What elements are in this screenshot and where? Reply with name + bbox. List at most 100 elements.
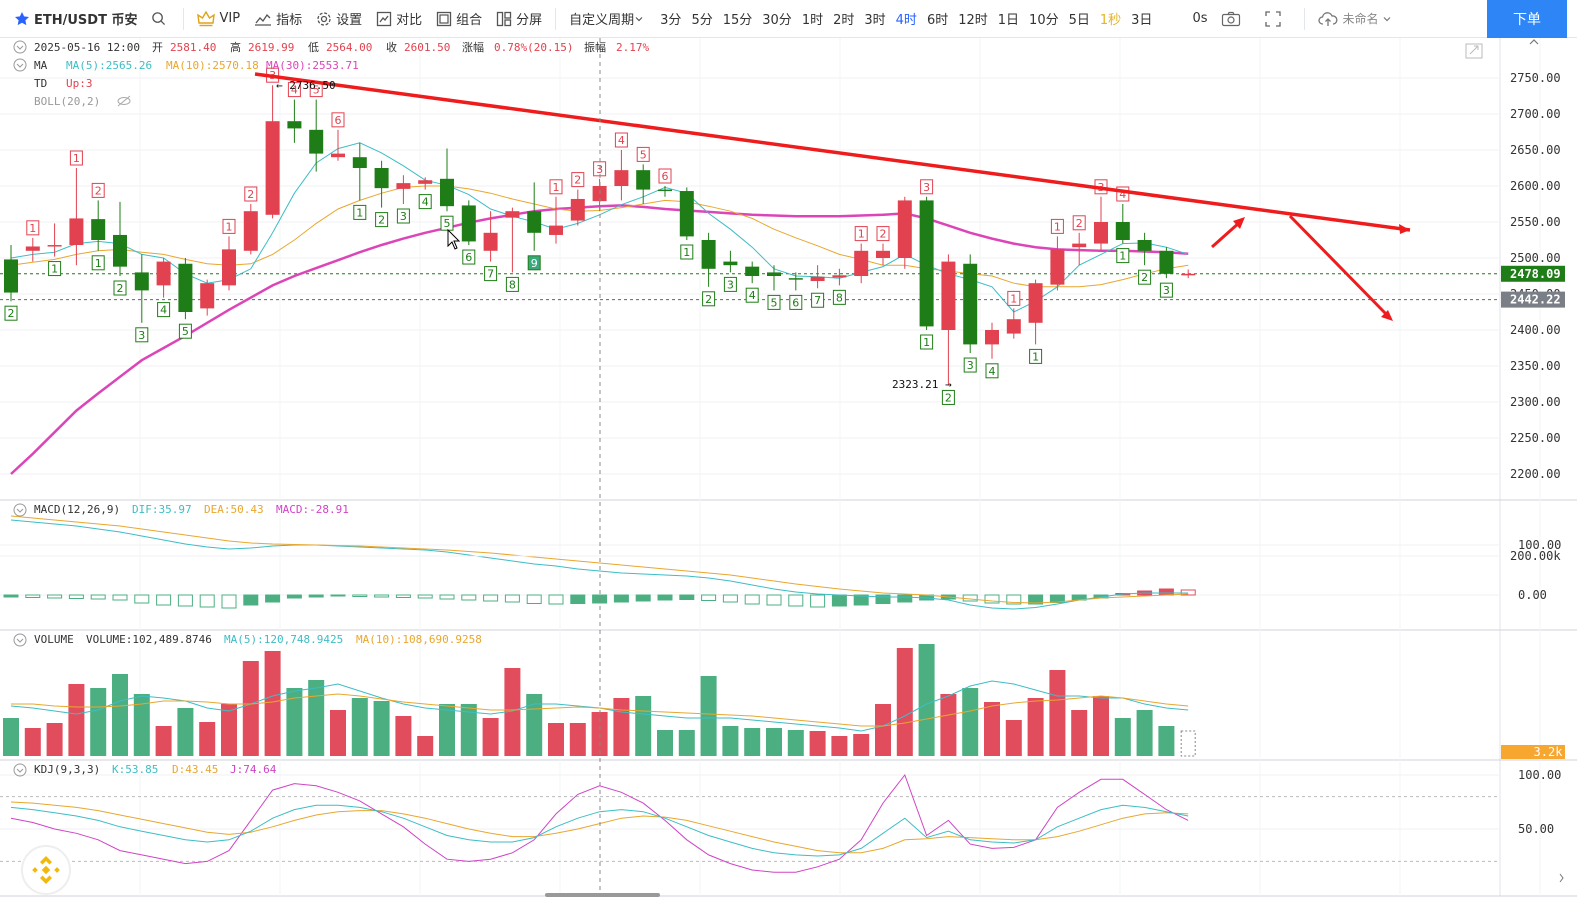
symbol-selector[interactable]: ETH/USDT 币安 bbox=[0, 0, 144, 38]
price-tick-11: 2200.00 bbox=[1510, 467, 1561, 481]
macd-legend: MACD(12,26,9) DIF:35.97 DEA:50.43 MACD:-… bbox=[13, 503, 349, 517]
screenshot-button[interactable] bbox=[1214, 0, 1252, 38]
period-7[interactable]: 4时 bbox=[895, 13, 917, 28]
fullscreen-button[interactable] bbox=[1258, 0, 1292, 38]
ref-price-tag bbox=[1501, 291, 1565, 308]
collapse-icon[interactable] bbox=[13, 763, 27, 777]
volume-bar bbox=[286, 688, 303, 756]
crown-icon bbox=[197, 10, 216, 26]
td-up-label: 6 bbox=[662, 170, 669, 183]
td-down-label-box bbox=[941, 389, 955, 405]
place-order-button[interactable]: 下单 bbox=[1487, 0, 1567, 38]
period-4[interactable]: 1时 bbox=[801, 13, 824, 28]
candle-body bbox=[200, 283, 215, 309]
eye-hidden-icon[interactable] bbox=[117, 95, 131, 107]
volume-bar bbox=[853, 734, 870, 756]
td-down-label-box bbox=[462, 249, 476, 265]
period-2[interactable]: 15分 bbox=[722, 13, 753, 28]
td-up-label: 4 bbox=[618, 134, 625, 147]
legend-low: 2564.00 bbox=[326, 41, 372, 54]
period-10[interactable]: 1日 bbox=[997, 13, 1020, 28]
candle-body bbox=[156, 261, 171, 286]
split-screen-button[interactable]: 分屏 bbox=[489, 0, 549, 38]
collapse-icon[interactable] bbox=[13, 633, 27, 647]
td-down-label-box bbox=[91, 255, 105, 271]
macd-histogram-bar bbox=[984, 594, 1000, 604]
volume-bar bbox=[787, 730, 804, 756]
compare-icon bbox=[376, 11, 392, 26]
chevron-right-icon[interactable] bbox=[1559, 873, 1564, 883]
candle-body bbox=[483, 232, 498, 251]
td-down-label: 4 bbox=[160, 304, 167, 317]
chevron-down-icon bbox=[635, 16, 643, 21]
main-legend: 2025-05-16 12:00 开 2581.40 高 2619.99 低 2… bbox=[13, 40, 649, 108]
legend-close: 2601.50 bbox=[404, 41, 450, 54]
collapse-right-icon[interactable] bbox=[1529, 39, 1539, 45]
td-up-label-box bbox=[222, 218, 236, 234]
vip-button[interactable]: VIP bbox=[190, 0, 247, 38]
time-scrollbar[interactable] bbox=[545, 893, 660, 897]
period-14[interactable]: 3日 bbox=[1131, 13, 1153, 28]
td-up-label: 2 bbox=[880, 228, 887, 241]
macd-dif-line bbox=[10, 519, 1189, 610]
collapse-icon[interactable] bbox=[13, 58, 27, 72]
candle-body bbox=[832, 275, 847, 278]
td-up-label-box bbox=[614, 132, 628, 148]
vip-label: VIP bbox=[219, 11, 241, 26]
combo-button[interactable]: 组合 bbox=[429, 0, 489, 38]
candle-body bbox=[919, 200, 934, 327]
td-down-label: 8 bbox=[836, 291, 843, 304]
high-price-marker: ← 2736.50 bbox=[276, 79, 336, 92]
maximize-pane-icon[interactable] bbox=[1465, 43, 1483, 59]
legend-amplitude: 2.17% bbox=[616, 41, 649, 54]
period-6[interactable]: 3时 bbox=[864, 13, 886, 28]
period-8[interactable]: 6时 bbox=[926, 13, 949, 28]
macd-histogram-bar bbox=[417, 594, 433, 599]
volume-bar bbox=[112, 674, 128, 756]
td-down-label: 9 bbox=[531, 257, 538, 270]
period-9[interactable]: 12时 bbox=[958, 13, 988, 28]
settings-button[interactable]: 设置 bbox=[309, 0, 369, 38]
macd-histogram-bar bbox=[330, 594, 346, 597]
candle-body bbox=[701, 240, 716, 269]
volume-bar bbox=[3, 718, 19, 756]
volume-bar bbox=[395, 716, 412, 756]
td-down-label: 2 bbox=[705, 293, 712, 306]
price-axis[interactable]: 2750.00 2700.00 2650.00 2600.00 2550.00 2500.… bbox=[1501, 71, 1565, 481]
candle-body bbox=[570, 198, 585, 221]
candle-body bbox=[854, 250, 869, 276]
star-icon[interactable] bbox=[14, 11, 30, 27]
macd-value: MACD:-28.91 bbox=[276, 503, 349, 516]
custom-period-dropdown[interactable]: 自定义周期 bbox=[562, 0, 655, 38]
candle-body bbox=[287, 121, 302, 129]
legend-open-label: 开 bbox=[152, 41, 163, 54]
macd-histogram-bar bbox=[722, 594, 738, 603]
period-3[interactable]: 30分 bbox=[762, 13, 792, 28]
volume-bar bbox=[373, 701, 390, 756]
collapse-icon[interactable] bbox=[13, 503, 27, 517]
period-5[interactable]: 2时 bbox=[833, 13, 855, 28]
compare-button[interactable]: 对比 bbox=[369, 0, 429, 38]
td-down-label: 7 bbox=[814, 294, 821, 307]
period-1[interactable]: 5分 bbox=[691, 13, 713, 28]
search-button[interactable] bbox=[144, 0, 177, 38]
indicators-button[interactable]: 指标 bbox=[247, 0, 309, 38]
period-11[interactable]: 10分 bbox=[1029, 13, 1059, 28]
macd-histogram-bar bbox=[1158, 588, 1174, 596]
chart-canvas[interactable]: 1 1 2 1 2 3 4 5 6 1 2 3 4 5 6 1 2 3 1 1 2 3 4 2 1 1 2 3 4 5 1 2 3 4 5 6 7 8 9 1… bbox=[0, 38, 1577, 901]
candle-body bbox=[25, 246, 40, 251]
candle-body bbox=[505, 211, 520, 218]
td-down-label-box bbox=[767, 294, 781, 310]
td-down-label: 8 bbox=[509, 278, 516, 291]
cloud-save-dropdown[interactable]: 未命名 bbox=[1311, 0, 1402, 38]
td-up-label: 2 bbox=[95, 184, 102, 197]
period-12[interactable]: 5日 bbox=[1068, 13, 1090, 28]
td-up-label-box bbox=[920, 179, 934, 195]
collapse-icon[interactable] bbox=[13, 40, 27, 54]
countdown-toggle[interactable]: 0s bbox=[1185, 0, 1214, 38]
period-13[interactable]: 1秒 bbox=[1099, 13, 1122, 28]
period-0[interactable]: 3分 bbox=[660, 13, 682, 28]
up-arrow-line bbox=[1211, 220, 1241, 249]
macd-histogram-bar bbox=[199, 594, 215, 608]
td-down-label: 2 bbox=[945, 391, 952, 404]
